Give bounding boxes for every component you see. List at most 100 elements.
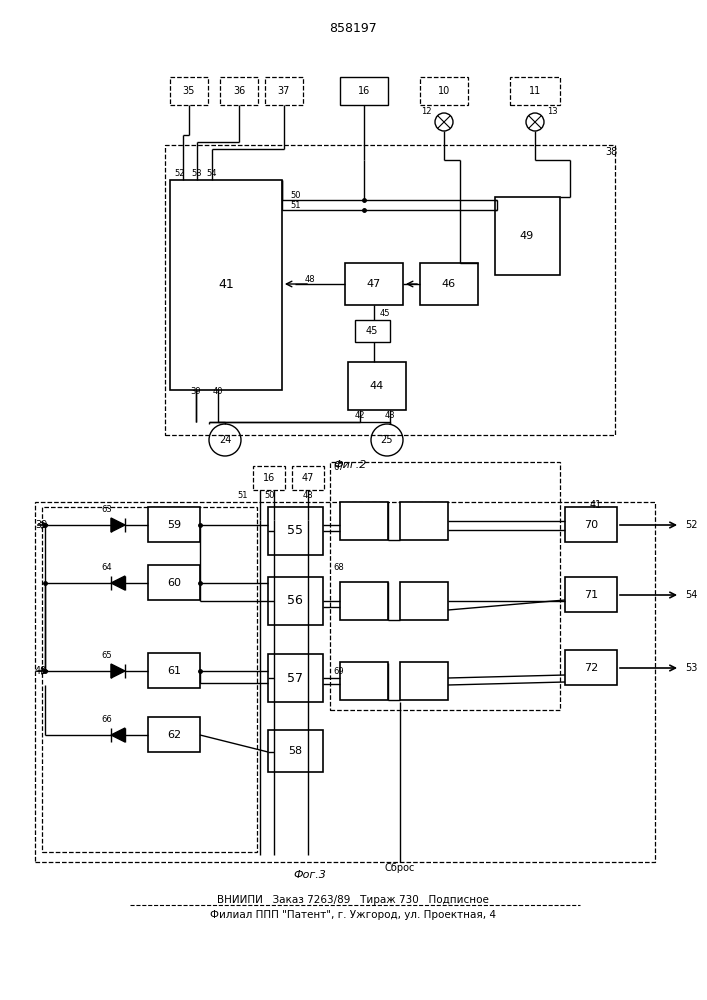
Text: 10: 10 — [438, 86, 450, 96]
Text: 13: 13 — [547, 107, 558, 116]
Text: 49: 49 — [520, 231, 534, 241]
Text: Филиал ППП "Патент", г. Ужгород, ул. Проектная, 4: Филиал ППП "Патент", г. Ужгород, ул. Про… — [210, 910, 496, 920]
Polygon shape — [111, 518, 125, 532]
Bar — [148, 507, 200, 542]
Text: 47: 47 — [302, 473, 314, 483]
Text: 65: 65 — [102, 652, 112, 660]
Text: Фог.3: Фог.3 — [293, 870, 327, 880]
Bar — [420, 263, 478, 305]
Text: 51: 51 — [238, 491, 248, 500]
Text: 40: 40 — [35, 666, 47, 676]
Text: ВНИИПИ   Заказ 7263/89   Тираж 730   Подписное: ВНИИПИ Заказ 7263/89 Тираж 730 Подписное — [217, 895, 489, 905]
Text: 36: 36 — [233, 86, 245, 96]
Bar — [348, 362, 406, 410]
Bar — [148, 565, 200, 600]
Bar — [148, 717, 200, 752]
Text: Фиг.2: Фиг.2 — [333, 460, 367, 470]
Text: 41: 41 — [590, 500, 602, 510]
Bar — [268, 577, 323, 625]
Text: 858197: 858197 — [329, 21, 377, 34]
Bar — [345, 263, 403, 305]
Text: 62: 62 — [167, 730, 181, 740]
Bar — [268, 507, 323, 555]
Text: 43: 43 — [385, 410, 395, 420]
Bar — [165, 145, 615, 435]
Text: 64: 64 — [102, 564, 112, 572]
Text: 11: 11 — [529, 86, 541, 96]
Text: 56: 56 — [287, 594, 303, 607]
Text: 38: 38 — [605, 147, 617, 157]
Bar — [330, 462, 560, 710]
Bar — [340, 582, 388, 620]
Text: 53: 53 — [685, 663, 697, 673]
Bar — [400, 582, 448, 620]
Bar — [253, 466, 285, 490]
Bar — [268, 730, 323, 772]
Text: 51: 51 — [290, 202, 300, 211]
Text: 58: 58 — [288, 746, 302, 756]
Polygon shape — [111, 576, 125, 590]
Text: 24: 24 — [218, 435, 231, 445]
Bar — [265, 77, 303, 105]
Text: 71: 71 — [584, 590, 598, 600]
Polygon shape — [111, 664, 125, 678]
Bar — [35, 502, 655, 862]
Text: 52: 52 — [685, 520, 698, 530]
Bar — [170, 180, 282, 390]
Bar — [355, 320, 390, 342]
Text: 25: 25 — [381, 435, 393, 445]
Text: 68: 68 — [333, 564, 344, 572]
Text: 57: 57 — [287, 672, 303, 684]
Bar — [565, 650, 617, 685]
Bar — [268, 654, 323, 702]
Text: 55: 55 — [287, 524, 303, 538]
Text: 61: 61 — [167, 666, 181, 676]
Text: 69: 69 — [333, 668, 344, 676]
Text: Сброс: Сброс — [385, 863, 415, 873]
Text: 67: 67 — [333, 464, 344, 473]
Text: 48: 48 — [303, 491, 313, 500]
Text: 54: 54 — [685, 590, 697, 600]
Bar — [340, 502, 388, 540]
Text: 45: 45 — [380, 308, 390, 318]
Text: 40: 40 — [213, 387, 223, 396]
Text: 46: 46 — [442, 279, 456, 289]
Bar — [170, 77, 208, 105]
Text: 59: 59 — [167, 520, 181, 530]
Text: 39: 39 — [35, 520, 47, 530]
Text: 54: 54 — [206, 169, 217, 178]
Bar — [292, 466, 324, 490]
Text: 12: 12 — [421, 107, 432, 116]
Text: 63: 63 — [102, 506, 112, 514]
Text: 50: 50 — [264, 491, 275, 500]
Text: 52: 52 — [175, 169, 185, 178]
Text: 41: 41 — [218, 278, 234, 292]
Text: 44: 44 — [370, 381, 384, 391]
Bar — [42, 507, 257, 852]
Bar — [565, 577, 617, 612]
Bar — [220, 77, 258, 105]
Text: 16: 16 — [263, 473, 275, 483]
Text: 70: 70 — [584, 520, 598, 530]
Bar — [148, 653, 200, 688]
Text: 35: 35 — [183, 86, 195, 96]
Text: 53: 53 — [192, 169, 202, 178]
Bar — [420, 77, 468, 105]
Text: 16: 16 — [358, 86, 370, 96]
Text: 45: 45 — [366, 326, 378, 336]
Text: 60: 60 — [167, 578, 181, 588]
Text: 48: 48 — [305, 275, 315, 284]
Text: 50: 50 — [290, 192, 300, 200]
Polygon shape — [111, 728, 125, 742]
Bar — [565, 507, 617, 542]
Text: 72: 72 — [584, 663, 598, 673]
Bar — [340, 77, 388, 105]
Bar — [495, 197, 560, 275]
Bar — [400, 662, 448, 700]
Text: 66: 66 — [102, 716, 112, 724]
Bar — [340, 662, 388, 700]
Text: 37: 37 — [278, 86, 290, 96]
Text: 47: 47 — [367, 279, 381, 289]
Bar — [510, 77, 560, 105]
Text: 42: 42 — [355, 410, 366, 420]
